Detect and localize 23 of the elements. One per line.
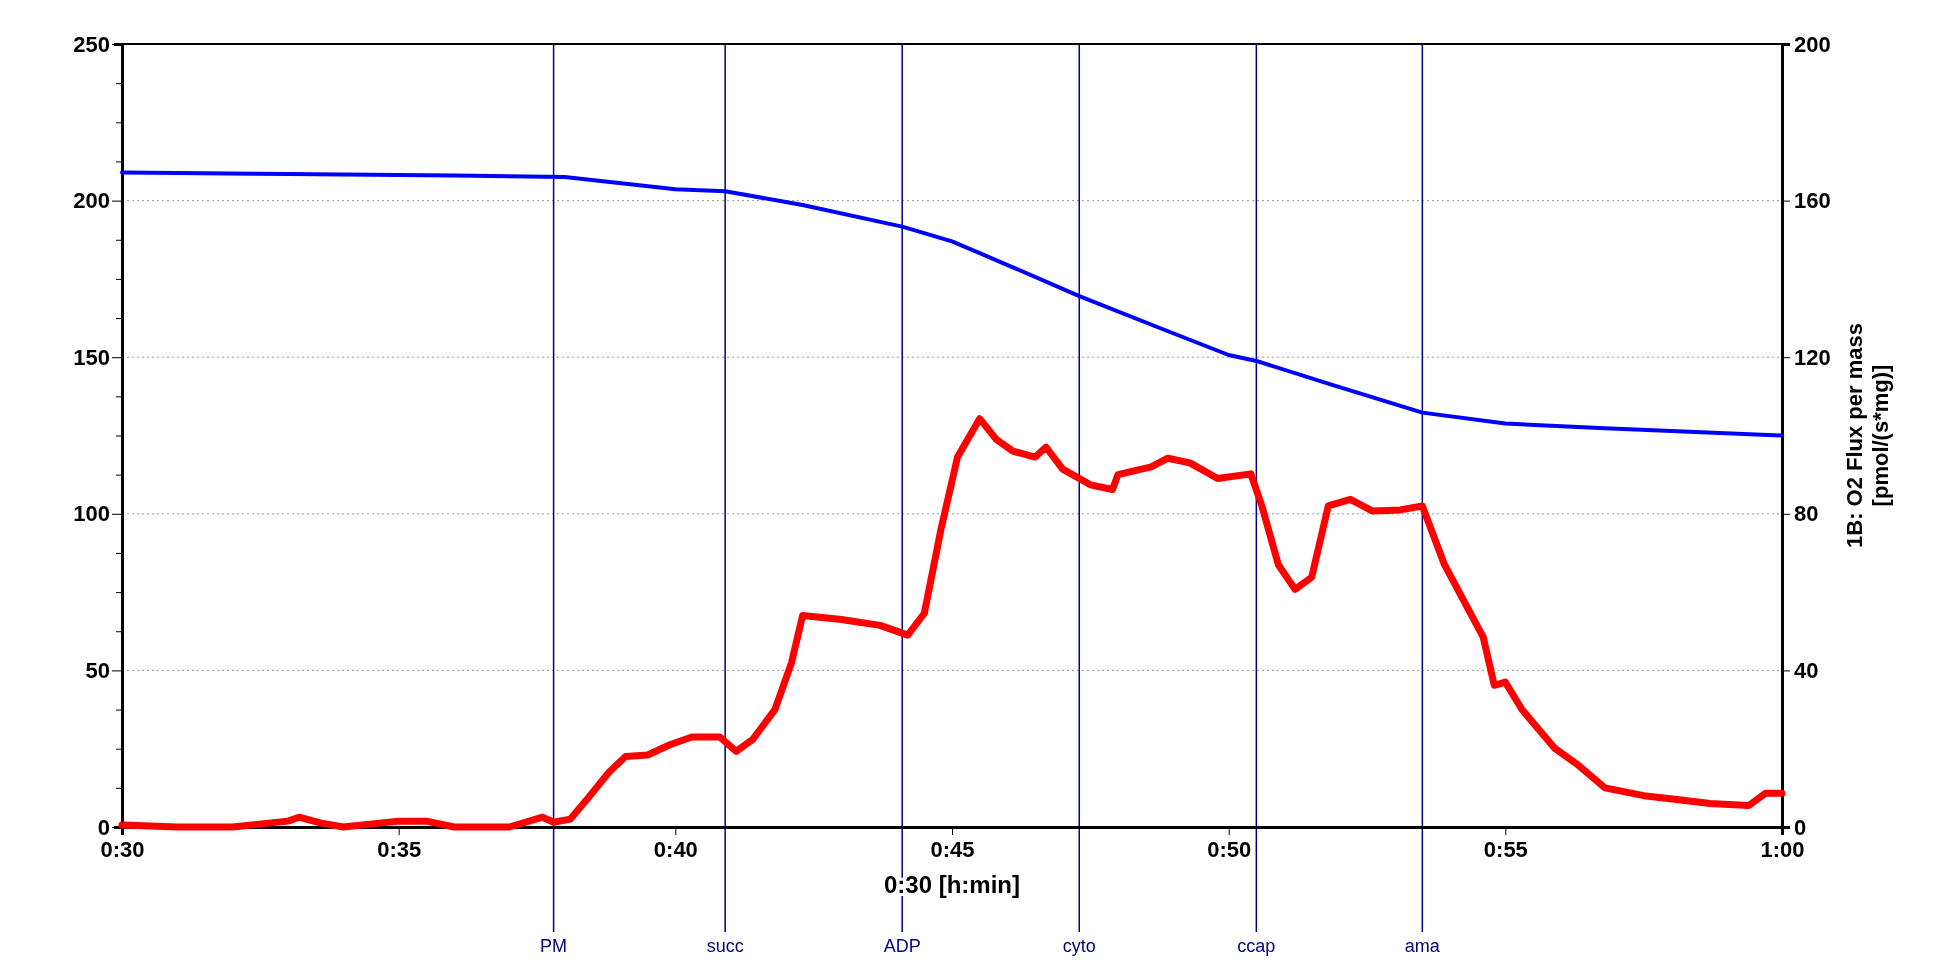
y2-tick-label: 200: [1794, 31, 1831, 57]
y2-tick-label: 160: [1794, 188, 1831, 214]
y-tick-label: 150: [73, 344, 110, 370]
x-tick-label: 0:40: [653, 836, 698, 862]
ref-line-label: ADP: [883, 936, 921, 956]
y-tick-label: 50: [85, 657, 110, 683]
y2-tick-label: 40: [1794, 657, 1819, 683]
y-tick-label: 250: [73, 31, 110, 57]
ref-line-label: ama: [1404, 936, 1441, 956]
ref-line-label: succ: [706, 936, 744, 956]
y2-tick-label: 120: [1794, 344, 1831, 370]
y-tick-label: 200: [73, 188, 110, 214]
x-tick-label: 0:45: [930, 836, 975, 862]
x-tick-label: 0:55: [1483, 836, 1528, 862]
y2-tick-label: 80: [1794, 501, 1819, 527]
line-series: [120, 170, 1784, 438]
ref-line-label: cyto: [1062, 936, 1096, 956]
ref-line-label: ccap: [1237, 936, 1276, 956]
x-tick-label: 0:35: [377, 836, 422, 862]
y-tick-label: 100: [73, 501, 110, 527]
x-tick-label: 0:50: [1207, 836, 1252, 862]
ref-line-label: PM: [540, 936, 568, 956]
y2-axis-title: 1B: O2 Flux per mass [pmol/(s*mg)]: [1842, 323, 1893, 548]
